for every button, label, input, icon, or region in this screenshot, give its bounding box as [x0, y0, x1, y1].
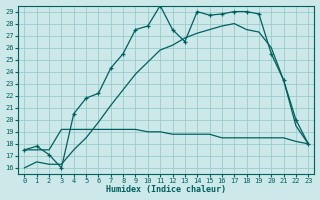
X-axis label: Humidex (Indice chaleur): Humidex (Indice chaleur)	[106, 185, 226, 194]
